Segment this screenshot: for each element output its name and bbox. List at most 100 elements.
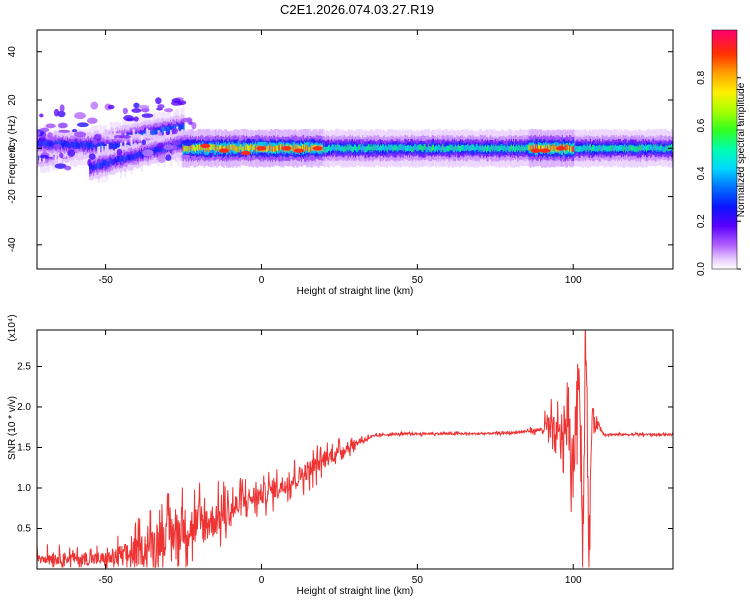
spectrogram-cell (107, 142, 110, 148)
spectrogram-cell (66, 141, 69, 147)
spectrogram-cell (311, 144, 314, 151)
spectrogram-cell (409, 145, 412, 152)
x-tick-label: -50 (98, 575, 113, 586)
spectrogram-cell (267, 144, 270, 151)
spectrogram-cell (479, 144, 482, 151)
spectrogram-blob (171, 98, 181, 103)
x-tick-label: 50 (412, 275, 424, 286)
spectrogram-cell (379, 144, 382, 151)
spectrogram-cell (365, 146, 368, 153)
spectrogram-cell (291, 145, 294, 152)
spectrogram-cell (411, 146, 414, 153)
spectrogram-cell (534, 144, 537, 151)
spectrogram-x-axis-label: Height of straight line (km) (297, 286, 414, 297)
spectrogram-cell (569, 144, 572, 151)
spectrogram-cell (328, 145, 331, 151)
spectrogram-cell (160, 129, 163, 136)
spectrogram-cell (619, 144, 621, 151)
spectrogram-cell (235, 145, 238, 152)
spectrogram-cell (343, 146, 346, 153)
x-tick-label: 100 (565, 275, 582, 286)
spectrogram-cell (498, 145, 501, 152)
spectrogram-cell (400, 144, 403, 151)
spectrogram-cell (504, 145, 507, 152)
spectrogram-cell (179, 124, 182, 130)
spectrogram-cell (649, 144, 652, 151)
spectrogram-cell (494, 146, 497, 153)
spectrogram-cell (347, 145, 350, 152)
spectrogram-cell (140, 150, 143, 157)
spectrogram-cell (495, 144, 498, 151)
spectrogram-cell (133, 153, 136, 160)
colorbar-tick-label: 0.0 (696, 262, 707, 276)
y-tick-label: 0.5 (17, 523, 31, 534)
spectrogram-cell (156, 146, 159, 152)
spectrogram-cell (422, 146, 425, 153)
spectrogram-cell (329, 144, 332, 151)
spectrogram-cell (630, 144, 633, 151)
spectrogram-cell (574, 145, 577, 152)
spectrogram-cell (87, 143, 90, 150)
spectrogram-blob (165, 154, 172, 161)
spectrogram-cell (233, 144, 236, 150)
spectrogram-blob (39, 113, 44, 118)
spectrogram-cell (362, 144, 365, 150)
y-tick-label: -20 (7, 189, 18, 204)
spectrogram-cell (455, 146, 458, 153)
spectrogram-cell (65, 141, 68, 147)
spectrogram-cell (651, 144, 654, 151)
spectrogram-cell (166, 126, 169, 133)
spectrogram-blob (171, 144, 178, 151)
spectrogram-cell (297, 144, 300, 151)
spectrogram-cell (542, 145, 545, 152)
spectrogram-cell (304, 144, 307, 151)
spectrogram-cell (416, 145, 419, 152)
y-tick-label: 40 (7, 46, 18, 58)
spectrogram-cell (517, 146, 520, 153)
spectrogram-cell (180, 124, 183, 131)
spectrogram-cell (394, 145, 397, 151)
spectrogram-cell (41, 141, 44, 148)
spectrogram-cell (324, 146, 327, 153)
spectrogram-cell (408, 144, 411, 151)
spectrogram-blob (87, 117, 98, 124)
spectrogram-cell (197, 144, 200, 151)
spectrogram-cell (95, 164, 98, 171)
colorbar-tick-label: 0.8 (696, 70, 707, 84)
spectrogram-cell (199, 143, 202, 150)
spectrogram-cell (307, 145, 310, 152)
spectrogram-cell (211, 143, 214, 150)
spectrogram-cell (595, 146, 598, 152)
spectrogram-cell (603, 144, 606, 151)
spectrogram-cell (469, 145, 472, 152)
spectrogram-cell (432, 144, 435, 151)
colorbar-tick-label: 0.2 (696, 214, 707, 228)
spectrogram-cell (363, 145, 366, 152)
spectrogram-cell (103, 142, 106, 149)
spectrogram-cell (480, 146, 483, 153)
spectrogram-cell (586, 144, 589, 151)
spectrogram-blob (116, 148, 123, 156)
spectrogram-cell (102, 142, 105, 149)
spectrogram-cell (629, 144, 632, 151)
y-tick-label: 2.0 (17, 402, 31, 413)
spectrogram-cell (149, 130, 152, 137)
spectrogram-cell (236, 146, 239, 153)
spectrogram-frame (36, 29, 674, 270)
spectrogram-cell (100, 143, 103, 150)
spectrogram-cell (634, 146, 637, 152)
spectrogram-cell (125, 156, 128, 163)
spectrogram-cell (488, 144, 491, 151)
spectrogram-cell (94, 163, 97, 169)
snr-x-axis-label: Height of straight line (km) (297, 586, 414, 597)
spectrogram-cell (354, 144, 356, 150)
spectrogram-cell (305, 146, 308, 153)
spectrogram-cell (577, 146, 580, 153)
spectrogram-blob (67, 149, 76, 157)
spectrogram-cell (67, 141, 70, 148)
spectrogram-cell (544, 144, 547, 151)
spectrogram-cell (243, 146, 246, 153)
spectrogram-cell (451, 144, 454, 151)
spectrogram-cell (596, 145, 599, 152)
x-tick-label: 0 (259, 275, 265, 286)
